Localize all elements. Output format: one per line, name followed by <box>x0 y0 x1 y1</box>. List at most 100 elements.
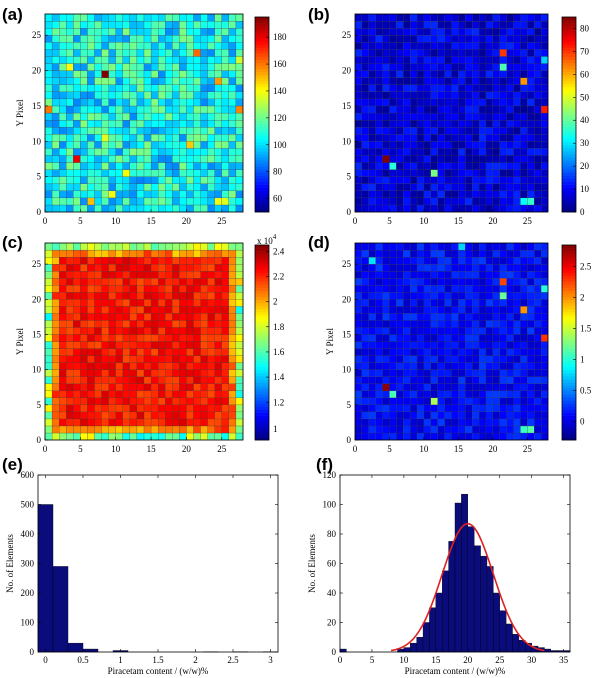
colorbar-step <box>562 318 576 322</box>
heatmap-cell <box>444 263 452 272</box>
heatmap-cell <box>492 183 500 191</box>
heatmap-cell <box>108 77 116 85</box>
heatmap-cell <box>437 197 445 206</box>
heatmap-cell <box>129 418 138 427</box>
heatmap-cell <box>186 84 194 92</box>
heatmap-cell <box>437 176 445 184</box>
heatmap-cell <box>221 77 230 85</box>
heatmap-cell <box>465 432 473 441</box>
heatmap-cell <box>207 432 215 441</box>
heatmap-cell <box>416 91 425 100</box>
x-tick-label: 5 <box>78 216 83 226</box>
heatmap-cell <box>193 98 201 107</box>
heatmap-cell <box>51 35 60 43</box>
heatmap-cell <box>375 49 383 57</box>
heatmap-cell <box>361 432 369 441</box>
heatmap-cell <box>101 369 109 377</box>
heatmap-cell <box>423 112 431 121</box>
heatmap-cell <box>235 341 244 349</box>
heatmap-cell <box>101 155 109 163</box>
heatmap-cell <box>465 197 473 206</box>
heatmap-cell <box>207 249 215 258</box>
heatmap-cell <box>444 362 452 370</box>
heatmap-cell <box>150 35 159 43</box>
colorbar-c-exponent: x 104 <box>257 233 277 246</box>
heatmap-cell <box>410 91 418 100</box>
colorbar-step <box>562 148 576 152</box>
heatmap-cell <box>94 320 102 328</box>
heatmap-cell <box>513 397 521 406</box>
heatmap-cell <box>499 404 507 413</box>
heatmap-cell <box>207 418 215 427</box>
colorbar-step <box>562 266 576 270</box>
heatmap-cell <box>51 362 60 370</box>
heatmap-cell <box>430 320 438 328</box>
heatmap-cell <box>66 278 74 286</box>
heatmap-cell <box>172 105 180 114</box>
heatmap-cell <box>485 141 494 149</box>
heatmap-cell <box>368 418 376 427</box>
heatmap-cell <box>80 278 88 286</box>
heatmap-cell <box>540 70 549 78</box>
heatmap-cell <box>540 411 549 420</box>
heatmap-cell <box>458 327 466 335</box>
heatmap-cell <box>108 56 116 64</box>
heatmap-cell <box>101 390 109 398</box>
heatmap-cell <box>513 341 521 349</box>
heatmap-cell <box>73 56 81 64</box>
heatmap-cell <box>228 278 237 286</box>
colorbar-step <box>255 327 269 331</box>
heatmap-cell <box>73 355 81 363</box>
heatmap-cell <box>66 355 74 363</box>
heatmap-cell <box>115 411 123 420</box>
heatmap-cell <box>472 383 480 391</box>
colorbar-step <box>255 29 269 33</box>
heatmap-cell <box>375 432 383 441</box>
heatmap-cell <box>87 148 95 156</box>
heatmap-cell <box>80 383 88 391</box>
heatmap-cell <box>361 13 369 22</box>
heatmap-cell <box>437 411 445 420</box>
heatmap-cell <box>150 13 159 22</box>
heatmap-cell <box>520 98 528 107</box>
heatmap-cell <box>520 320 528 328</box>
y-tick-label: 25 <box>32 30 42 40</box>
heatmap-cell <box>444 278 452 286</box>
x-tick-label: 15 <box>431 655 441 665</box>
heatmap-cell <box>221 91 230 100</box>
heatmap-cell <box>136 28 145 36</box>
heatmap-cell <box>527 313 535 321</box>
heatmap-cell <box>520 242 528 251</box>
heatmap-cell <box>214 84 222 92</box>
heatmap-cell <box>540 162 549 170</box>
heatmap-cell <box>416 112 425 121</box>
heatmap-cell <box>465 91 473 100</box>
heatmap-cell <box>423 155 431 163</box>
histogram-bar <box>493 592 500 653</box>
heatmap-cell <box>59 56 67 64</box>
heatmap-cell <box>221 327 230 335</box>
heatmap-cell <box>129 42 138 50</box>
heatmap-cell <box>354 320 363 328</box>
heatmap-cell <box>354 20 363 29</box>
heatmap-cell <box>527 256 535 265</box>
heatmap-cell <box>158 404 166 413</box>
heatmap-cell <box>186 134 194 142</box>
heatmap-cell <box>73 383 81 391</box>
colorbar-step <box>255 141 269 146</box>
heatmap-cell <box>437 28 445 36</box>
heatmap-cell <box>465 35 473 43</box>
heatmap-cell <box>423 404 431 413</box>
heatmap-cell <box>540 263 549 272</box>
heatmap-cell <box>423 176 431 184</box>
heatmap-cell <box>136 183 145 191</box>
heatmap-cell <box>444 418 452 427</box>
heatmap-cell <box>534 105 542 114</box>
colorbar-step <box>562 293 576 298</box>
heatmap-cell <box>108 369 116 377</box>
heatmap-cell <box>73 292 81 300</box>
heatmap-cell <box>354 341 363 349</box>
heatmap-cell <box>506 263 514 272</box>
heatmap-cell <box>59 320 67 328</box>
